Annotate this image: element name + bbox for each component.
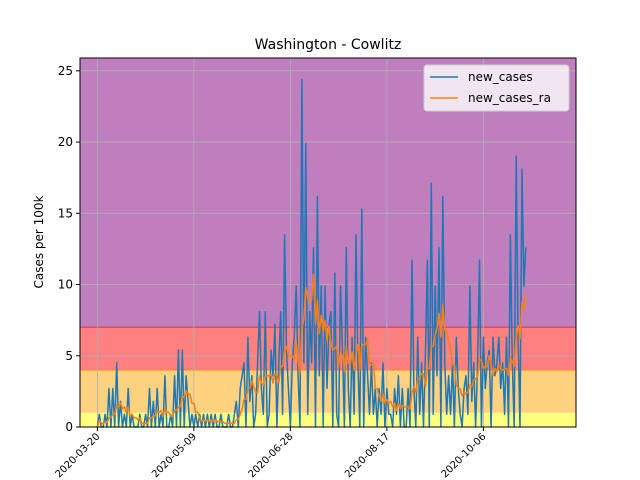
x-tick-label-0: 2020-03-20 bbox=[54, 431, 103, 480]
x-tick-label-2: 2020-06-28 bbox=[247, 431, 296, 480]
legend: new_cases new_cases_ra bbox=[423, 64, 570, 112]
y-tick-label-0: 0 bbox=[65, 420, 73, 434]
legend-label-0: new_cases bbox=[468, 70, 533, 84]
chart-title: Washington - Cowlitz bbox=[255, 37, 402, 53]
y-tick-label-4: 20 bbox=[58, 135, 73, 149]
x-tick-label-1: 2020-05-09 bbox=[150, 431, 199, 480]
x-tick-label-4: 2020-10-06 bbox=[440, 431, 489, 480]
y-axis-label: Cases per 100k bbox=[32, 195, 46, 288]
series-line-new-cases-ra bbox=[96, 273, 527, 428]
y-tick-label-1: 5 bbox=[65, 349, 73, 363]
legend-label-1: new_cases_ra bbox=[468, 91, 551, 105]
plot-frame bbox=[79, 57, 577, 428]
y-tick-label-5: 25 bbox=[58, 64, 73, 78]
x-axis-ticks: 2020-03-20 2020-05-09 2020-06-28 2020-08-17… bbox=[54, 427, 489, 480]
y-tick-label-3: 15 bbox=[58, 206, 73, 220]
y-axis-ticks: 0 5 10 15 20 25 bbox=[58, 64, 80, 434]
legend-box bbox=[423, 64, 570, 112]
x-tick-label-3: 2020-08-17 bbox=[343, 431, 392, 480]
y-tick-label-2: 10 bbox=[58, 278, 73, 292]
